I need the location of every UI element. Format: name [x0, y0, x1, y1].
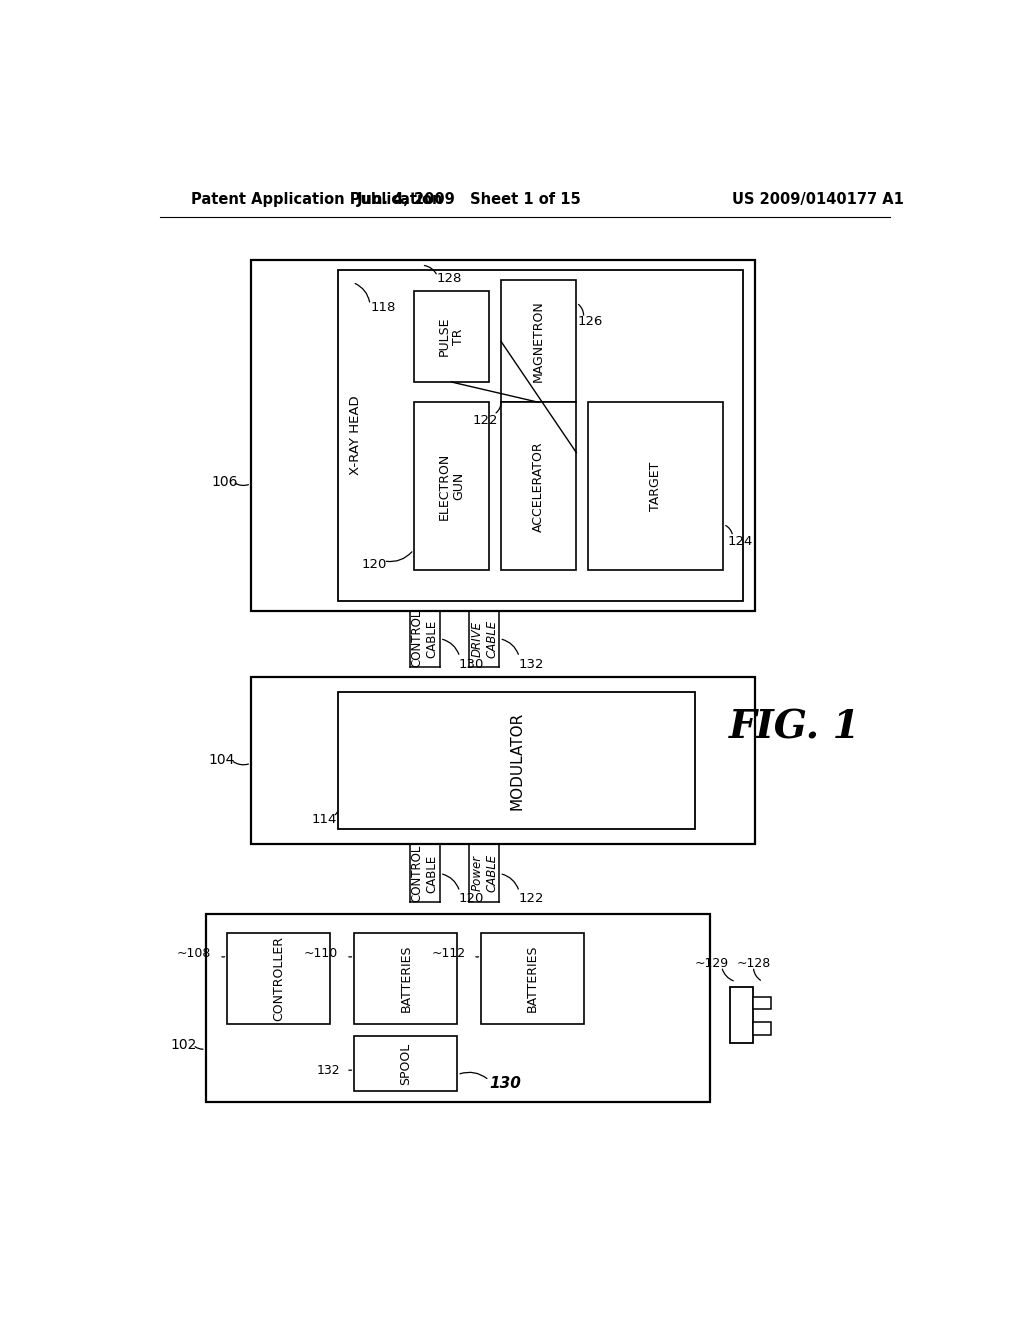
- Text: ~128: ~128: [736, 957, 770, 970]
- Bar: [251, 260, 755, 611]
- Text: MAGNETRON: MAGNETRON: [532, 301, 545, 383]
- Text: PULSE
TR: PULSE TR: [437, 317, 465, 356]
- Text: ~129: ~129: [695, 957, 729, 970]
- Text: TARGET: TARGET: [649, 462, 663, 511]
- Bar: [338, 692, 695, 829]
- Text: 114: 114: [311, 813, 337, 825]
- Text: 120: 120: [361, 558, 387, 572]
- Text: Jun. 4, 2009   Sheet 1 of 15: Jun. 4, 2009 Sheet 1 of 15: [357, 191, 582, 206]
- Text: US 2009/0140177 A1: US 2009/0140177 A1: [732, 191, 904, 206]
- Bar: [227, 933, 331, 1024]
- Text: 122: 122: [472, 414, 498, 428]
- Text: BATTERIES: BATTERIES: [399, 945, 413, 1012]
- Text: ~110: ~110: [304, 946, 338, 960]
- Text: CONTROLLER: CONTROLLER: [272, 936, 286, 1022]
- Bar: [206, 913, 710, 1102]
- Text: Power
CABLE: Power CABLE: [470, 854, 499, 892]
- Text: BATTERIES: BATTERIES: [526, 945, 540, 1012]
- Bar: [251, 677, 755, 845]
- Text: CONTROL
CABLE: CONTROL CABLE: [411, 610, 439, 668]
- Text: 126: 126: [578, 314, 602, 327]
- Text: 106: 106: [212, 475, 238, 488]
- Bar: [501, 280, 577, 403]
- Bar: [754, 1022, 771, 1035]
- Text: 104: 104: [209, 754, 234, 767]
- Bar: [338, 271, 743, 601]
- Text: 130: 130: [459, 657, 484, 671]
- Bar: [354, 933, 458, 1024]
- Bar: [729, 987, 754, 1043]
- Text: 130: 130: [489, 1076, 521, 1090]
- Text: Patent Application Publication: Patent Application Publication: [191, 191, 443, 206]
- Bar: [588, 403, 723, 570]
- Text: 128: 128: [436, 272, 462, 285]
- Bar: [754, 997, 771, 1008]
- Text: ~108: ~108: [177, 946, 211, 960]
- Text: X-RAY HEAD: X-RAY HEAD: [349, 396, 362, 475]
- Bar: [501, 403, 577, 570]
- Bar: [481, 933, 585, 1024]
- Bar: [414, 290, 489, 381]
- Text: SPOOL: SPOOL: [399, 1043, 413, 1085]
- Text: 124: 124: [727, 535, 753, 548]
- Text: DRIVE
CABLE: DRIVE CABLE: [470, 619, 499, 657]
- Text: 118: 118: [371, 301, 396, 314]
- Text: ELECTRON
GUN: ELECTRON GUN: [437, 453, 465, 520]
- Text: ~112: ~112: [431, 946, 465, 960]
- Text: 132: 132: [518, 657, 544, 671]
- Text: 132: 132: [316, 1064, 340, 1077]
- Text: MODULATOR: MODULATOR: [509, 711, 524, 809]
- Text: 120: 120: [459, 892, 484, 906]
- Bar: [414, 403, 489, 570]
- Text: FIG. 1: FIG. 1: [729, 709, 860, 747]
- Text: CONTROL
CABLE: CONTROL CABLE: [411, 845, 439, 902]
- Text: ACCELERATOR: ACCELERATOR: [532, 441, 545, 532]
- Bar: [354, 1036, 458, 1092]
- Text: 102: 102: [170, 1038, 197, 1052]
- Text: 122: 122: [518, 892, 544, 906]
